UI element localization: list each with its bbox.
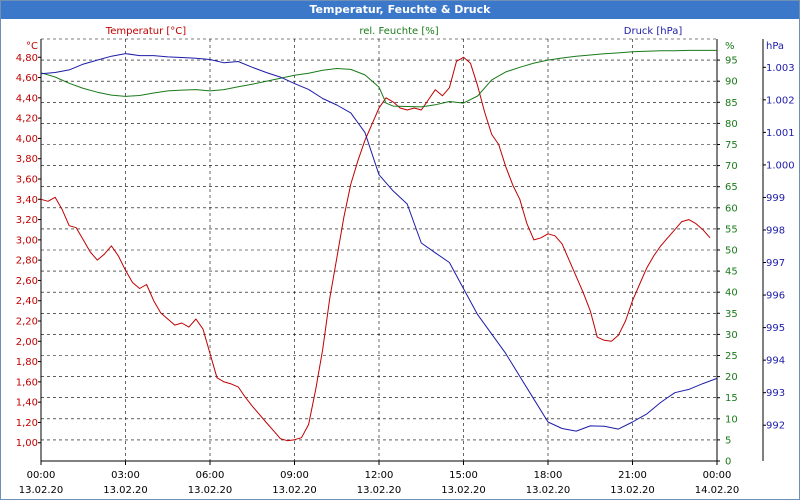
x-tick-date-label: 13.02.20 — [272, 485, 317, 496]
humidity-tick-label: 20 — [725, 372, 738, 383]
pressure-tick-label: 1.002 — [766, 95, 795, 106]
humidity-tick-label: 10 — [725, 414, 738, 425]
pressure-tick-label: 995 — [766, 323, 785, 334]
humidity-tick-label: 5 — [725, 435, 731, 446]
pressure-tick-label: 992 — [766, 421, 785, 432]
temp-tick-label: 3,40 — [16, 195, 38, 206]
pressure-tick-label: 1.003 — [766, 63, 795, 74]
humidity-tick-label: 25 — [725, 351, 738, 362]
x-tick-date-label: 13.02.20 — [357, 485, 402, 496]
humidity-tick-label: 50 — [725, 246, 738, 257]
humidity-tick-label: 0 — [725, 457, 731, 468]
x-tick-time-label: 21:00 — [618, 470, 647, 481]
pressure-tick-label: 996 — [766, 291, 785, 302]
x-tick-date-label: 13.02.20 — [610, 485, 655, 496]
temp-tick-label: 3,00 — [16, 235, 38, 246]
pressure-tick-label: 993 — [766, 388, 785, 399]
x-tick-time-label: 15:00 — [449, 470, 478, 481]
legend-humidity: rel. Feuchte [%] — [359, 26, 438, 37]
x-tick-date-label: 13.02.20 — [441, 485, 486, 496]
humidity-tick-label: 85 — [725, 98, 738, 109]
humidity-tick-label: 90 — [725, 77, 738, 88]
temp-tick-label: 2,60 — [16, 276, 38, 287]
temperature-line — [40, 56, 711, 442]
humidity-tick-label: 80 — [725, 119, 738, 130]
humidity-tick-label: 40 — [725, 288, 738, 299]
humidity-unit-label: % — [725, 41, 735, 52]
temp-tick-label: 1,00 — [16, 438, 38, 449]
legend-pressure: Druck [hPa] — [624, 26, 683, 37]
x-tick-date-label: 13.02.20 — [19, 485, 64, 496]
x-tick-time-label: 03:00 — [111, 470, 140, 481]
temp-tick-label: 1,80 — [16, 357, 38, 368]
humidity-tick-label: 55 — [725, 224, 738, 235]
temp-tick-label: 1,20 — [16, 418, 38, 429]
temp-tick-label: 2,20 — [16, 317, 38, 328]
temp-tick-label: 1,60 — [16, 377, 38, 388]
temp-tick-label: 3,20 — [16, 215, 38, 226]
humidity-tick-label: 70 — [725, 161, 738, 172]
pressure-unit-label: hPa — [766, 41, 784, 52]
humidity-tick-label: 35 — [725, 309, 738, 320]
pressure-tick-label: 1.000 — [766, 160, 795, 171]
temp-tick-label: 4,40 — [16, 93, 38, 104]
humidity-tick-label: 60 — [725, 203, 738, 214]
pressure-tick-label: 998 — [766, 225, 785, 236]
temp-unit-label: °C — [26, 41, 38, 52]
humidity-line — [40, 49, 717, 108]
x-tick-time-label: 00:00 — [27, 470, 56, 481]
temp-tick-label: 3,60 — [16, 174, 38, 185]
x-tick-time-label: 00:00 — [703, 470, 732, 481]
window-title: Temperatur, Feuchte & Druck — [1, 1, 799, 19]
humidity-tick-label: 15 — [725, 393, 738, 404]
x-tick-time-label: 09:00 — [280, 470, 309, 481]
x-tick-time-label: 06:00 — [196, 470, 225, 481]
x-tick-date-label: 13.02.20 — [526, 485, 571, 496]
pressure-line — [40, 53, 718, 432]
temp-tick-label: 4,60 — [16, 73, 38, 84]
temp-tick-label: 4,00 — [16, 134, 38, 145]
grid — [41, 39, 717, 461]
temp-tick-label: 4,20 — [16, 114, 38, 125]
temp-tick-label: 1,40 — [16, 398, 38, 409]
x-tick-date-label: 13.02.20 — [103, 485, 148, 496]
x-tick-date-label: 13.02.20 — [188, 485, 233, 496]
humidity-tick-label: 30 — [725, 330, 738, 341]
humidity-tick-label: 95 — [725, 56, 738, 67]
temp-tick-label: 2,80 — [16, 256, 38, 267]
temp-tick-label: 2,00 — [16, 337, 38, 348]
humidity-tick-label: 65 — [725, 182, 738, 193]
pressure-tick-label: 999 — [766, 193, 785, 204]
temp-tick-label: 2,40 — [16, 296, 38, 307]
x-tick-time-label: 18:00 — [534, 470, 563, 481]
temp-tick-label: 3,80 — [16, 154, 38, 165]
x-tick-time-label: 12:00 — [365, 470, 394, 481]
axis-labels: 1,00 1,20 1,40 1,60 1,80 2,00 2,20 2,40 2,60 2,80… — [16, 26, 795, 496]
axes — [38, 38, 766, 465]
legend-temperature: Temperatur [°C] — [105, 26, 186, 37]
pressure-tick-label: 994 — [766, 356, 785, 367]
humidity-tick-label: 75 — [725, 140, 738, 151]
series-lines — [40, 49, 718, 442]
temp-tick-label: 4,80 — [16, 53, 38, 64]
pressure-tick-label: 1.001 — [766, 128, 795, 139]
x-tick-date-label: 14.02.20 — [695, 485, 740, 496]
humidity-tick-label: 45 — [725, 267, 738, 278]
pressure-tick-label: 997 — [766, 258, 785, 269]
